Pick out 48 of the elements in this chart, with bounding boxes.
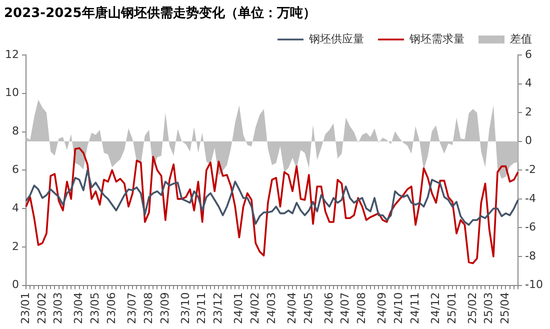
x-tick-label: 23/07 bbox=[125, 292, 138, 324]
y2-tick-label: -10 bbox=[525, 278, 543, 292]
y-tick-label: 2 bbox=[12, 240, 19, 253]
y-tick-label: 6 bbox=[12, 163, 19, 176]
chart-title: 2023-2025年唐山钢坯供需走势变化（单位：万吨） bbox=[4, 4, 316, 22]
x-tick-label: 23/01 bbox=[18, 292, 32, 324]
y2-tick-label: 4 bbox=[525, 76, 532, 90]
x-tick-label: 24/05 bbox=[302, 292, 315, 324]
x-tick-label: 24/04 bbox=[285, 292, 298, 324]
y2-tick-label: -4 bbox=[525, 192, 536, 205]
y-tick-label: 8 bbox=[12, 124, 19, 138]
y2-tick-label: 0 bbox=[525, 134, 532, 148]
x-tick-label: 24/10 bbox=[392, 292, 405, 324]
y2-tick-label: 2 bbox=[525, 105, 532, 118]
x-tick-label: 24/02 bbox=[248, 292, 262, 324]
x-tick-label: 24/12 bbox=[428, 292, 442, 324]
y-tick-label: 4 bbox=[12, 201, 19, 214]
x-tick-label: 24/01 bbox=[232, 292, 246, 324]
x-tick-label: 23/11 bbox=[195, 292, 208, 324]
x-tick-label: 25/01 bbox=[445, 292, 458, 324]
x-tick-label: 23/04 bbox=[72, 292, 86, 324]
y2-tick-label: -8 bbox=[525, 249, 536, 262]
y-tick-label: 10 bbox=[4, 86, 19, 100]
legend-label: 钢坯需求量 bbox=[408, 32, 464, 46]
y2-tick-label: -6 bbox=[525, 220, 536, 234]
y2-tick-label: 6 bbox=[525, 48, 532, 61]
x-tick-label: 25/04 bbox=[498, 292, 512, 324]
y-tick-label: 0 bbox=[12, 278, 19, 292]
x-tick-label: 24/07 bbox=[338, 292, 352, 324]
legend-label: 差值 bbox=[510, 32, 532, 46]
y2-tick-label: -2 bbox=[525, 163, 536, 176]
x-tick-label: 23/03 bbox=[52, 292, 65, 324]
x-tick-label: 23/05 bbox=[88, 292, 102, 324]
x-tick-label: 23/09 bbox=[158, 292, 172, 324]
x-tick-label: 25/03 bbox=[482, 292, 496, 324]
x-tick-label: 23/02 bbox=[35, 292, 48, 324]
x-tick-label: 24/03 bbox=[264, 292, 278, 324]
y-tick-label: 12 bbox=[4, 48, 19, 61]
x-tick-label: 23/08 bbox=[142, 292, 155, 324]
legend-label: 钢坯供应量 bbox=[308, 32, 364, 46]
x-tick-label: 24/11 bbox=[408, 292, 422, 324]
x-tick-label: 24/06 bbox=[322, 292, 336, 324]
x-tick-label: 24/09 bbox=[376, 292, 389, 324]
x-tick-label: 24/08 bbox=[355, 292, 368, 324]
x-tick-label: 23/12 bbox=[212, 292, 225, 324]
x-tick-label: 23/06 bbox=[104, 292, 118, 324]
x-tick-label: 23/10 bbox=[178, 292, 192, 324]
x-tick-label: 25/02 bbox=[466, 292, 479, 324]
